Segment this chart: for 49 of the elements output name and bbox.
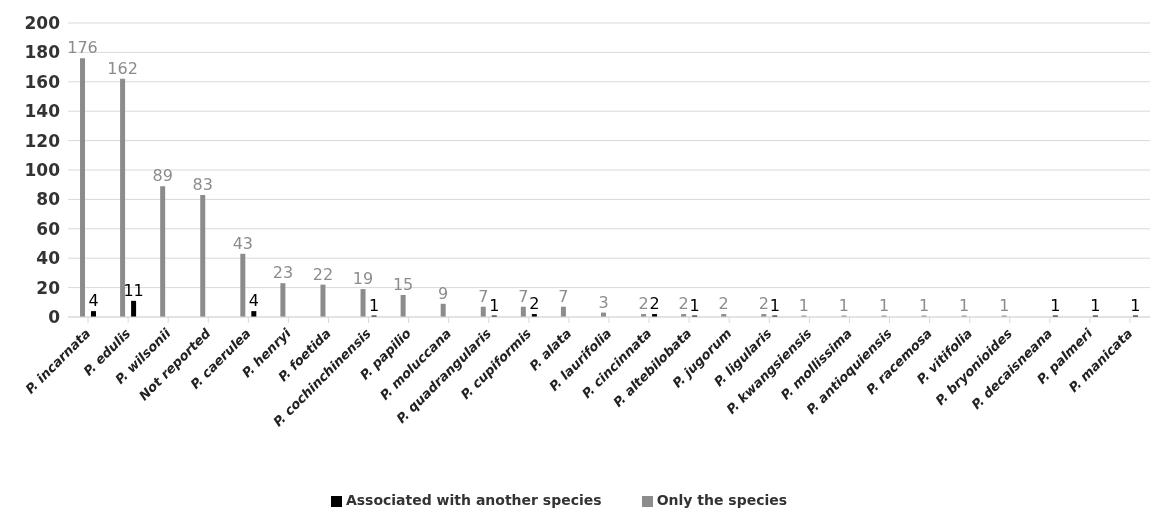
data-label: 2 <box>638 294 649 314</box>
y-tick-label: 140 <box>24 101 61 122</box>
data-label: 22 <box>312 264 334 284</box>
data-label: 1 <box>769 295 780 315</box>
data-label: 9 <box>438 283 449 303</box>
data-label: 1 <box>959 295 970 315</box>
y-tick-label: 200 <box>24 13 61 34</box>
data-label: 7 <box>478 286 489 306</box>
data-label: 1 <box>368 295 380 315</box>
data-label: 2 <box>758 294 769 314</box>
data-label: 1 <box>1090 295 1101 315</box>
y-tick-label: 40 <box>36 248 61 269</box>
data-label: 176 <box>67 38 98 58</box>
data-label: 1 <box>878 295 890 315</box>
data-label: 1 <box>918 295 930 315</box>
legend-label: Only the species <box>656 492 788 508</box>
data-label: 83 <box>192 174 213 194</box>
y-tick-label: 20 <box>36 277 61 298</box>
data-label: 1 <box>689 295 700 315</box>
data-label: 19 <box>352 269 374 289</box>
data-label: 2 <box>529 294 540 314</box>
data-label: 23 <box>272 263 294 283</box>
y-tick-label: 0 <box>48 307 61 328</box>
data-label: 1 <box>1050 295 1061 315</box>
data-label: 1 <box>489 295 500 315</box>
data-label: 1 <box>838 295 850 315</box>
data-label: 15 <box>392 274 414 294</box>
data-label: 7 <box>558 286 569 306</box>
data-label: 89 <box>152 166 173 186</box>
data-label: 1 <box>1130 295 1141 315</box>
data-label: 162 <box>107 58 138 78</box>
y-tick-label: 120 <box>24 130 61 151</box>
y-tick-label: 80 <box>36 189 61 210</box>
y-tick-label: 180 <box>24 42 61 63</box>
data-label: 1 <box>798 295 809 315</box>
data-label: 1 <box>999 295 1010 315</box>
data-label: 11 <box>123 280 144 300</box>
data-label: 4 <box>248 291 259 311</box>
y-tick-label: 160 <box>24 71 61 92</box>
data-label: 7 <box>518 286 529 306</box>
y-tick-label: 60 <box>36 218 61 239</box>
data-label: 2 <box>678 294 689 314</box>
data-label: 2 <box>718 294 729 314</box>
data-label: 3 <box>598 292 609 312</box>
y-tick-label: 100 <box>24 160 61 181</box>
data-label: 43 <box>232 233 253 253</box>
data-label: 2 <box>649 294 660 314</box>
data-label: 4 <box>88 291 99 311</box>
legend-label: Associated with another species <box>345 492 602 508</box>
